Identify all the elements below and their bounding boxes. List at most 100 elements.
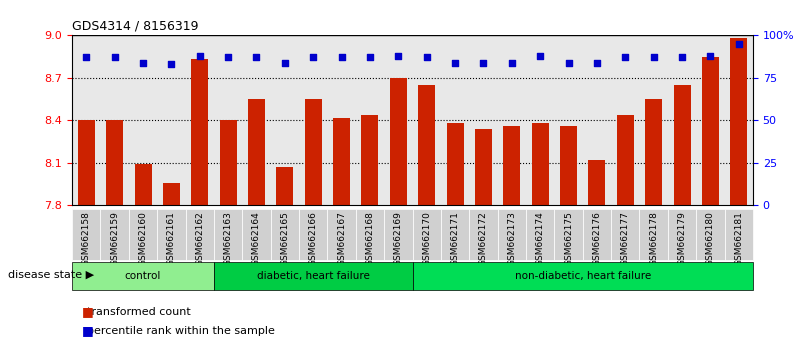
FancyBboxPatch shape: [214, 262, 413, 290]
Text: GSM662171: GSM662171: [451, 211, 460, 266]
Text: GSM662176: GSM662176: [593, 211, 602, 266]
Text: percentile rank within the sample: percentile rank within the sample: [80, 326, 275, 336]
FancyBboxPatch shape: [186, 209, 214, 260]
FancyBboxPatch shape: [72, 209, 100, 260]
Bar: [731, 38, 747, 205]
Text: GSM662161: GSM662161: [167, 211, 176, 266]
Text: GSM662158: GSM662158: [82, 211, 91, 266]
FancyBboxPatch shape: [639, 209, 668, 260]
FancyBboxPatch shape: [611, 209, 639, 260]
FancyBboxPatch shape: [413, 262, 753, 290]
FancyBboxPatch shape: [554, 209, 582, 260]
Point: [335, 55, 348, 60]
Text: non-diabetic, heart failure: non-diabetic, heart failure: [514, 271, 651, 281]
Point: [732, 41, 745, 47]
Text: GSM662166: GSM662166: [308, 211, 318, 266]
Text: ■: ■: [82, 325, 94, 337]
FancyBboxPatch shape: [299, 209, 328, 260]
Text: GSM662173: GSM662173: [507, 211, 517, 266]
Text: GSM662181: GSM662181: [735, 211, 743, 266]
Text: GSM662175: GSM662175: [564, 211, 573, 266]
Bar: [390, 78, 407, 205]
Point: [704, 53, 717, 59]
Text: ■: ■: [82, 305, 94, 318]
Bar: [304, 99, 322, 205]
Bar: [560, 126, 577, 205]
Bar: [617, 115, 634, 205]
Point: [392, 53, 405, 59]
Bar: [106, 120, 123, 205]
Text: GSM662163: GSM662163: [223, 211, 232, 266]
FancyBboxPatch shape: [441, 209, 469, 260]
FancyBboxPatch shape: [384, 209, 413, 260]
FancyBboxPatch shape: [668, 209, 696, 260]
Point: [165, 62, 178, 67]
Text: disease state ▶: disease state ▶: [8, 269, 95, 279]
FancyBboxPatch shape: [157, 209, 186, 260]
Text: control: control: [125, 271, 161, 281]
Text: GSM662177: GSM662177: [621, 211, 630, 266]
Point: [449, 60, 461, 65]
FancyBboxPatch shape: [271, 209, 299, 260]
FancyBboxPatch shape: [497, 209, 526, 260]
Point: [675, 55, 688, 60]
FancyBboxPatch shape: [469, 209, 497, 260]
Point: [590, 60, 603, 65]
Text: GSM662159: GSM662159: [111, 211, 119, 266]
FancyBboxPatch shape: [328, 209, 356, 260]
Text: GSM662172: GSM662172: [479, 211, 488, 266]
Point: [250, 55, 263, 60]
Bar: [503, 126, 521, 205]
Point: [137, 60, 150, 65]
Point: [619, 55, 632, 60]
Point: [477, 60, 490, 65]
Text: GSM662165: GSM662165: [280, 211, 289, 266]
Text: GSM662174: GSM662174: [536, 211, 545, 266]
Text: GSM662180: GSM662180: [706, 211, 714, 266]
Point: [80, 55, 93, 60]
Text: GSM662169: GSM662169: [394, 211, 403, 266]
Bar: [418, 85, 435, 205]
Point: [222, 55, 235, 60]
FancyBboxPatch shape: [100, 209, 129, 260]
Point: [307, 55, 320, 60]
FancyBboxPatch shape: [356, 209, 384, 260]
Bar: [645, 99, 662, 205]
Point: [108, 55, 121, 60]
Point: [505, 60, 518, 65]
Text: GSM662164: GSM662164: [252, 211, 261, 266]
FancyBboxPatch shape: [242, 209, 271, 260]
Text: GSM662170: GSM662170: [422, 211, 431, 266]
Bar: [475, 129, 492, 205]
FancyBboxPatch shape: [413, 209, 441, 260]
Text: GSM662168: GSM662168: [365, 211, 374, 266]
Point: [364, 55, 376, 60]
Bar: [447, 123, 464, 205]
Bar: [674, 85, 690, 205]
FancyBboxPatch shape: [129, 209, 157, 260]
Text: GDS4314 / 8156319: GDS4314 / 8156319: [72, 20, 199, 33]
Text: GSM662167: GSM662167: [337, 211, 346, 266]
Point: [562, 60, 575, 65]
Bar: [248, 99, 265, 205]
Bar: [589, 160, 606, 205]
FancyBboxPatch shape: [696, 209, 725, 260]
Point: [647, 55, 660, 60]
Bar: [333, 118, 350, 205]
FancyBboxPatch shape: [72, 262, 214, 290]
Point: [533, 53, 546, 59]
Text: GSM662160: GSM662160: [139, 211, 147, 266]
Point: [279, 60, 292, 65]
Bar: [702, 57, 719, 205]
Bar: [361, 115, 378, 205]
Text: GSM662179: GSM662179: [678, 211, 686, 266]
Bar: [191, 59, 208, 205]
FancyBboxPatch shape: [582, 209, 611, 260]
FancyBboxPatch shape: [526, 209, 554, 260]
Point: [193, 53, 206, 59]
Bar: [135, 164, 151, 205]
Text: GSM662178: GSM662178: [649, 211, 658, 266]
Text: transformed count: transformed count: [80, 307, 191, 316]
Bar: [276, 167, 293, 205]
Point: [421, 55, 433, 60]
